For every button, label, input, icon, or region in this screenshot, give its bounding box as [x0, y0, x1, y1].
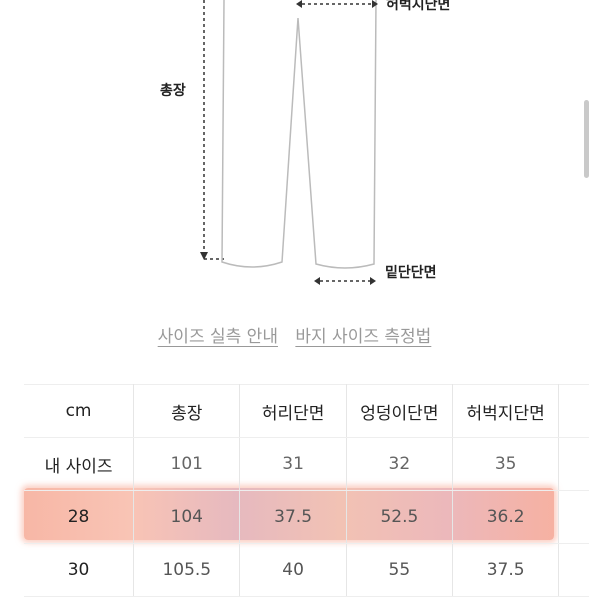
table-row-28[interactable]: 28 104 37.5 52.5 36.2 — [24, 490, 589, 544]
length-label: 총장 — [160, 83, 186, 99]
thigh-arrow-left-head — [296, 0, 302, 8]
value-cell: 37.5 — [239, 490, 347, 544]
header-cell: 허리단면 — [239, 384, 347, 438]
value-cell: 32 — [346, 437, 454, 491]
hem-label: 밑단단면 — [385, 265, 437, 281]
value-cell: 104 — [133, 490, 241, 544]
table-overflow-cell — [558, 437, 589, 491]
value-cell: 31 — [239, 437, 347, 491]
size-guide-link[interactable]: 사이즈 실측 안내 — [157, 327, 278, 347]
thigh-arrow-right-head — [372, 0, 378, 8]
pants-measure-link[interactable]: 바지 사이즈 측정법 — [295, 327, 432, 347]
value-cell: 52.5 — [346, 490, 454, 544]
length-arrow-head — [200, 252, 208, 260]
hem-arrow-left-head — [314, 277, 320, 285]
value-cell: 37.5 — [452, 543, 560, 597]
size-cell: 30 — [24, 543, 135, 597]
table-overflow-cell — [558, 384, 589, 438]
size-cell: 내 사이즈 — [24, 437, 135, 491]
thigh-label: 허벅지단면 — [386, 0, 451, 13]
pants-outline-svg — [200, 0, 378, 285]
table-row-my-size[interactable]: 내 사이즈 101 31 32 35 — [24, 437, 589, 491]
hem-arrow-right-head — [370, 277, 376, 285]
header-cell: 허벅지단면 — [452, 384, 560, 438]
value-cell: 36.2 — [452, 490, 560, 544]
size-table: cm 총장 허리단면 엉덩이단면 허벅지단면 내 사이즈 101 31 32 3… — [24, 384, 589, 597]
size-links: 사이즈 실측 안내 바지 사이즈 측정법 — [0, 322, 589, 347]
table-header-row: cm 총장 허리단면 엉덩이단면 허벅지단면 — [24, 384, 589, 438]
value-cell: 101 — [133, 437, 241, 491]
header-cell: cm — [24, 384, 135, 438]
table-overflow-cell — [558, 490, 589, 544]
header-cell: 총장 — [133, 384, 241, 438]
header-cell: 엉덩이단면 — [346, 384, 454, 438]
pants-measurement-diagram: 허벅지단면 총장 밑단단면 — [160, 0, 451, 285]
value-cell: 35 — [452, 437, 560, 491]
size-cell: 28 — [24, 490, 135, 544]
scrollbar-thumb[interactable] — [584, 100, 589, 178]
pants-outline — [221, 0, 377, 269]
